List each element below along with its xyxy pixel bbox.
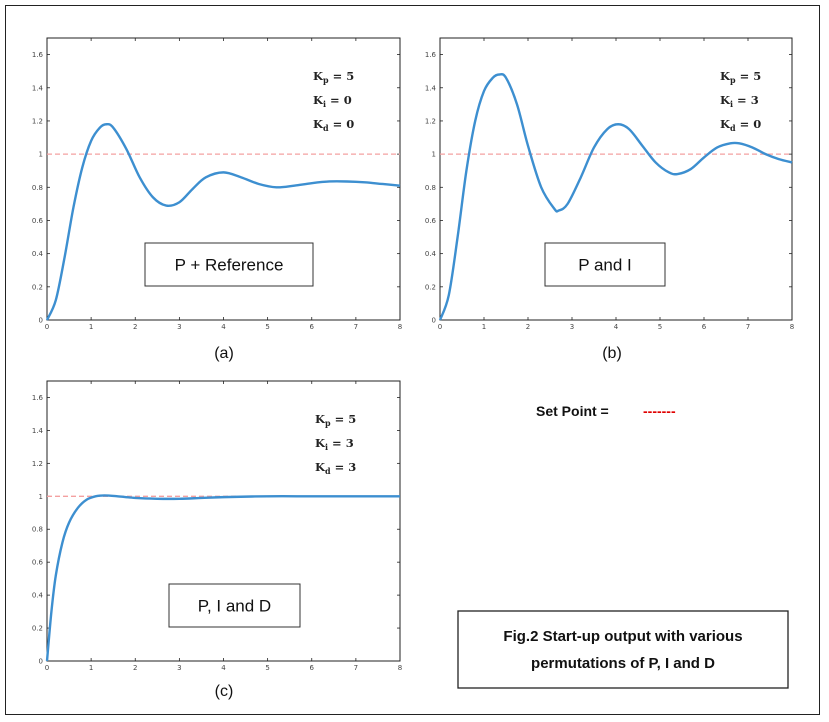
gain-label-i: Ki = 3 (315, 436, 354, 452)
x-tick-label: 8 (790, 323, 794, 331)
y-tick-label: 0 (39, 658, 43, 666)
y-tick-label: 0.2 (32, 625, 43, 633)
y-tick-label: 1.4 (32, 427, 44, 435)
plot-label-box (144, 242, 314, 287)
y-tick-label: 0 (432, 317, 436, 325)
y-tick-label: 0.4 (32, 250, 44, 258)
x-tick-label: 0 (45, 323, 49, 331)
y-tick-label: 1 (432, 151, 436, 159)
y-tick-label: 1 (39, 493, 43, 501)
x-tick-label: 4 (221, 664, 226, 672)
gain-label-d: Kd = 0 (720, 117, 761, 133)
y-tick-label: 0.2 (32, 283, 43, 291)
response-curve (45, 122, 401, 321)
caption-line-2: permutations of P, I and D (531, 655, 715, 672)
plot-label-text: P, I and D (198, 597, 271, 616)
caption-box (457, 610, 789, 689)
gain-label-p: Kp = 5 (315, 412, 356, 428)
x-tick-label: 8 (398, 323, 402, 331)
gain-label-i: Ki = 3 (720, 93, 759, 109)
y-tick-label: 0.6 (32, 217, 44, 225)
plot-label-text: P and I (578, 256, 632, 275)
x-tick-label: 7 (354, 323, 358, 331)
y-tick-label: 1.6 (32, 394, 44, 402)
x-tick-label: 0 (438, 323, 442, 331)
response-curve (45, 494, 400, 662)
x-tick-label: 8 (398, 664, 402, 672)
plot-label-box (544, 242, 666, 287)
figure-caption: Fig.2 Start-up output with various permut… (457, 610, 789, 689)
gain-label-i: Ki = 0 (313, 93, 352, 109)
subplot-c: 0 1 2 3 4 5 6 7 8 0 0.2 0.4 0.6 0.8 1 1.2 1.4 1.6 Kp = 5 Ki… (32, 380, 402, 700)
y-tick-label: 1.6 (32, 51, 44, 59)
x-tick-label: 2 (133, 323, 137, 331)
x-tick-label: 2 (133, 664, 137, 672)
y-tick-label: 0.8 (425, 184, 436, 192)
x-tick-label: 3 (177, 323, 181, 331)
x-tick-label: 6 (702, 323, 707, 331)
y-tick-label: 1.4 (425, 84, 437, 92)
y-tick-label: 1.2 (32, 117, 43, 125)
y-tick-label: 1 (39, 151, 43, 159)
x-tick-label: 3 (177, 664, 181, 672)
x-tick-label: 6 (310, 323, 315, 331)
x-tick-label: 1 (482, 323, 486, 331)
y-tick-label: 0.6 (425, 217, 437, 225)
y-tick-label: 0.2 (425, 283, 436, 291)
subplot-caption: (a) (214, 345, 234, 362)
x-tick-label: 0 (45, 664, 49, 672)
x-tick-label: 7 (354, 664, 358, 672)
x-tick-label: 4 (614, 323, 619, 331)
y-tick-label: 1.6 (425, 51, 437, 59)
caption-line-1: Fig.2 Start-up output with various (503, 628, 742, 645)
y-tick-label: 0.4 (32, 592, 44, 600)
setpoint-legend-label: Set Point = (536, 403, 609, 419)
x-tick-label: 7 (746, 323, 750, 331)
subplot-caption: (c) (215, 683, 234, 700)
y-tick-label: 1.4 (32, 84, 44, 92)
x-tick-label: 1 (89, 664, 93, 672)
y-tick-label: 0.8 (32, 526, 43, 534)
subplot-b: 0 1 2 3 4 5 6 7 8 0 0.2 0.4 0.6 0.8 1 1.2 1.4 1.6 Kp = 5 Ki… (425, 37, 794, 362)
y-tick-label: 1.2 (425, 117, 436, 125)
x-tick-label: 5 (265, 664, 269, 672)
x-tick-label: 6 (310, 664, 315, 672)
x-tick-label: 1 (89, 323, 93, 331)
subplot-caption: (b) (602, 345, 622, 362)
x-tick-label: 4 (221, 323, 226, 331)
y-tick-label: 0.6 (32, 559, 44, 567)
plot-label-text: P + Reference (175, 256, 284, 275)
x-tick-label: 5 (658, 323, 662, 331)
y-tick-label: 1.2 (32, 460, 43, 468)
gain-label-d: Kd = 0 (313, 117, 354, 133)
x-tick-label: 2 (526, 323, 530, 331)
plot-label-box (168, 583, 301, 628)
y-tick-label: 0.4 (425, 250, 437, 258)
gain-label-d: Kd = 3 (315, 460, 356, 476)
response-curve (438, 73, 793, 321)
x-tick-label: 3 (570, 323, 574, 331)
subplot-a: 0 1 2 3 4 5 6 7 8 0 0.2 0.4 0.6 0.8 1 1.2 1.4 1.6 Kp = 5 Ki… (32, 37, 402, 362)
y-tick-label: 0 (39, 317, 43, 325)
y-tick-label: 0.8 (32, 184, 43, 192)
setpoint-legend-dashes: ------- (643, 403, 676, 419)
x-tick-label: 5 (265, 323, 269, 331)
setpoint-legend: Set Point = ------- (536, 403, 676, 419)
gain-label-p: Kp = 5 (720, 69, 761, 85)
gain-label-p: Kp = 5 (313, 69, 354, 85)
